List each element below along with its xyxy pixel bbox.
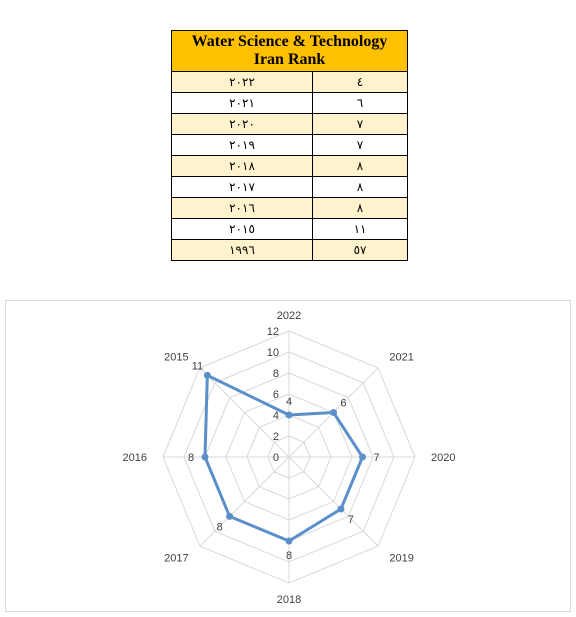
data-label: 8 <box>286 550 292 562</box>
axis-tick-label: 12 <box>267 326 279 338</box>
grid-spoke <box>288 456 379 547</box>
radar-chart-frame: 0 2 4 6 8 10 12 2022 2021 2020 2019 2018 2017 2016 201… <box>5 300 571 612</box>
axis-tick-label: 0 <box>273 452 279 464</box>
rank-cell: ٧ <box>311 134 409 156</box>
category-label: 2015 <box>164 352 188 364</box>
table-row: ١٩٩٦ ٥٧ <box>171 239 409 261</box>
axis-tick-label: 6 <box>273 389 279 401</box>
rank-cell: ١١ <box>311 218 409 240</box>
data-label: 7 <box>373 452 379 464</box>
table-row: ٢٠١٥ ١١ <box>171 218 409 240</box>
year-cell: ٢٠٢٢ <box>171 71 313 93</box>
rank-cell: ٨ <box>311 155 409 177</box>
grid-spoke <box>199 456 290 547</box>
table-row: ٢٠٢٠ ٧ <box>171 113 409 135</box>
table-title-line1: Water Science & Technology <box>191 33 388 50</box>
rank-cell: ٤ <box>311 71 409 93</box>
year-cell: ٢٠١٩ <box>171 134 313 156</box>
axis-tick-label: 4 <box>273 410 279 422</box>
category-label: 2019 <box>389 552 413 564</box>
rank-cell: ٥٧ <box>311 239 409 261</box>
grid-spoke <box>199 367 290 458</box>
data-label: 4 <box>286 396 292 408</box>
year-cell: ٢٠١٦ <box>171 197 313 219</box>
table-title: Water Science & Technology Iran Rank <box>170 30 409 72</box>
data-point <box>226 512 234 520</box>
year-cell: ٢٠١٥ <box>171 218 313 240</box>
rank-cell: ٧ <box>311 113 409 135</box>
data-label: 7 <box>348 514 354 526</box>
category-label: 2016 <box>123 452 147 464</box>
data-point <box>285 411 293 419</box>
category-label: 2017 <box>164 552 188 564</box>
data-label: 8 <box>188 452 194 464</box>
axis-tick-label: 8 <box>273 368 279 380</box>
data-point <box>330 408 338 416</box>
year-cell: ٢٠٢١ <box>171 92 313 114</box>
data-point <box>285 537 293 545</box>
table-row: ٢٠٢٢ ٤ <box>171 71 409 93</box>
category-label: 2022 <box>277 310 301 322</box>
category-label: 2021 <box>389 352 413 364</box>
data-label: 6 <box>340 398 346 410</box>
axis-tick-label: 10 <box>267 347 279 359</box>
year-cell: ٢٠١٨ <box>171 155 313 177</box>
data-point <box>359 453 366 461</box>
year-cell: ١٩٩٦ <box>171 239 313 261</box>
rank-cell: ٨ <box>311 197 409 219</box>
table-row: ٢٠١٧ ٨ <box>171 176 409 198</box>
radar-chart: 0246810122022202120202019201820172016201… <box>123 310 456 606</box>
year-cell: ٢٠١٧ <box>171 176 313 198</box>
table-title-line2: Iran Rank <box>253 51 326 68</box>
data-point <box>203 371 211 379</box>
category-label: 2018 <box>277 594 301 606</box>
category-label: 2020 <box>431 452 455 464</box>
table-row: ٢٠١٦ ٨ <box>171 197 409 219</box>
table-header-row: Water Science & Technology Iran Rank <box>170 30 409 72</box>
table-row: ٢٠٢١ ٦ <box>171 92 409 114</box>
data-point <box>337 505 345 513</box>
data-label: 8 <box>217 521 223 533</box>
data-label: 11 <box>192 360 203 372</box>
rank-cell: ٨ <box>311 176 409 198</box>
rank-cell: ٦ <box>311 92 409 114</box>
iran-rank-table: Water Science & Technology Iran Rank ٢٠٢… <box>170 30 409 261</box>
axis-tick-label: 2 <box>273 431 279 443</box>
data-point <box>201 453 209 461</box>
table-row: ٢٠١٩ ٧ <box>171 134 409 156</box>
table-row: ٢٠١٨ ٨ <box>171 155 409 177</box>
year-cell: ٢٠٢٠ <box>171 113 313 135</box>
